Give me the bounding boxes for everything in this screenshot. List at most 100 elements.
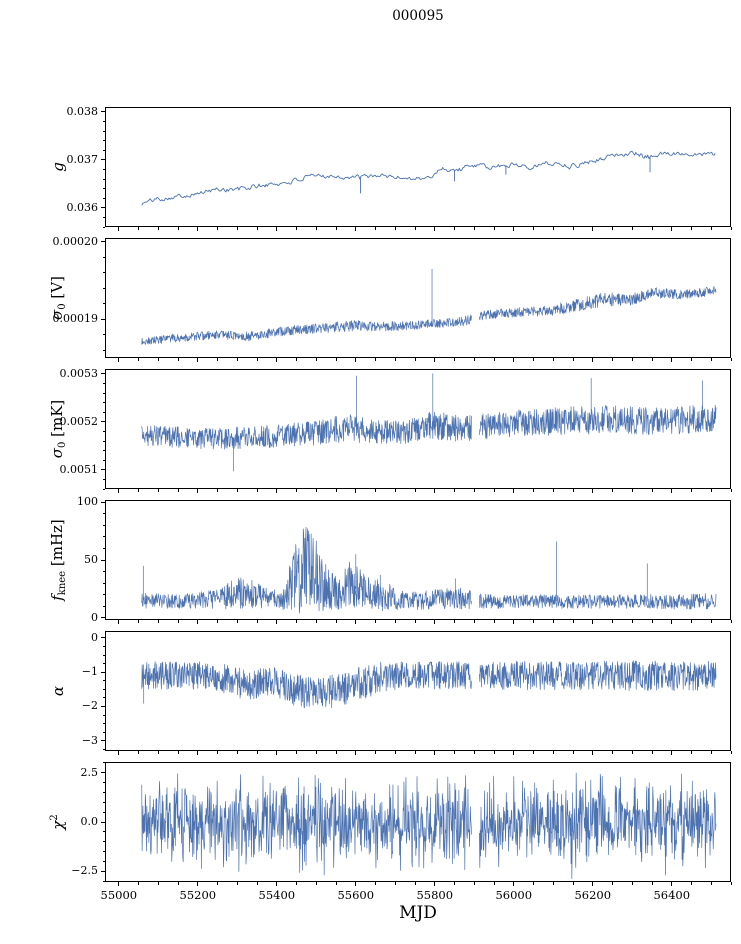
x-minor-tick-mark xyxy=(473,358,475,361)
x-minor-tick-mark xyxy=(473,620,475,623)
y-minor-tick-mark xyxy=(102,120,105,122)
x-minor-tick-mark xyxy=(335,227,337,230)
y-tick-mark xyxy=(101,241,105,243)
x-minor-tick-mark xyxy=(375,882,376,885)
x-minor-tick-mark xyxy=(493,882,495,885)
x-minor-tick-mark xyxy=(414,227,416,230)
y-axis-superscript: 2 xyxy=(49,814,60,821)
x-tick-mark xyxy=(118,620,120,624)
x-minor-tick-mark xyxy=(315,489,317,492)
x-minor-tick-mark xyxy=(552,489,554,492)
x-tick-mark xyxy=(355,358,357,362)
x-minor-tick-mark xyxy=(730,751,732,754)
x-minor-tick-mark xyxy=(375,751,376,754)
x-minor-tick-mark xyxy=(493,358,495,361)
x-tick-mark xyxy=(671,751,673,755)
x-minor-tick-mark xyxy=(394,620,396,623)
y-minor-tick-mark xyxy=(102,605,105,607)
subplot-g xyxy=(105,107,731,227)
y-axis-symbol: α xyxy=(49,685,67,697)
x-tick-mark xyxy=(592,882,594,886)
x-tick-mark xyxy=(197,882,199,886)
x-minor-tick-mark xyxy=(157,489,159,492)
y-minor-tick-mark xyxy=(102,680,105,682)
x-minor-tick-mark xyxy=(394,751,396,754)
x-tick-mark xyxy=(118,358,120,362)
x-minor-tick-mark xyxy=(256,489,258,492)
x-tick-mark xyxy=(671,489,673,493)
y-tick-label: 0.037 xyxy=(66,152,99,166)
x-tick-mark xyxy=(197,227,199,231)
x-minor-tick-mark xyxy=(473,227,475,230)
x-minor-tick-mark xyxy=(533,227,534,230)
x-minor-tick-mark xyxy=(296,620,297,623)
y-minor-tick-mark xyxy=(102,748,105,750)
x-minor-tick-mark xyxy=(138,751,139,754)
x-minor-tick-mark xyxy=(335,882,337,885)
subplot-chi2 xyxy=(105,762,731,882)
y-minor-tick-mark xyxy=(102,880,105,882)
subplot-sigma0-mK xyxy=(105,369,731,489)
x-minor-tick-mark xyxy=(296,882,297,885)
x-minor-tick-mark xyxy=(533,751,534,754)
y-minor-tick-mark xyxy=(102,402,105,404)
x-tick-mark xyxy=(276,751,278,755)
x-minor-tick-mark xyxy=(691,751,692,754)
y-minor-tick-mark xyxy=(102,513,105,515)
x-tick-mark xyxy=(355,227,357,231)
x-minor-tick-mark xyxy=(454,882,455,885)
x-minor-tick-mark xyxy=(552,751,554,754)
y-axis-symbol: σ xyxy=(48,448,66,459)
y-tick-mark xyxy=(101,111,105,113)
x-minor-tick-mark xyxy=(691,358,692,361)
subplot-alpha xyxy=(105,631,731,751)
x-minor-tick-mark xyxy=(710,489,712,492)
x-minor-tick-mark xyxy=(414,751,416,754)
x-minor-tick-mark xyxy=(691,489,692,492)
y-tick-label: −2 xyxy=(81,699,98,713)
x-minor-tick-mark xyxy=(651,620,653,623)
x-axis-label: MJD xyxy=(399,903,437,923)
x-minor-tick-mark xyxy=(335,620,337,623)
x-minor-tick-mark xyxy=(710,620,712,623)
x-minor-tick-mark xyxy=(730,882,732,885)
x-minor-tick-mark xyxy=(236,620,238,623)
y-minor-tick-mark xyxy=(102,645,105,647)
y-minor-tick-mark xyxy=(102,851,105,852)
x-minor-tick-mark xyxy=(296,751,297,754)
y-tick-label: 100 xyxy=(77,495,98,509)
y-minor-tick-mark xyxy=(102,478,105,480)
x-tick-mark xyxy=(592,751,594,755)
x-minor-tick-mark xyxy=(631,489,633,492)
x-minor-tick-mark xyxy=(572,620,574,623)
x-tick-mark xyxy=(197,751,199,755)
x-tick-label: 55800 xyxy=(416,888,454,902)
y-minor-tick-mark xyxy=(102,714,105,716)
x-minor-tick-mark xyxy=(454,620,455,623)
x-minor-tick-mark xyxy=(454,227,455,230)
x-minor-tick-mark xyxy=(612,489,613,492)
x-tick-mark xyxy=(276,489,278,493)
y-axis-unit: [V] xyxy=(48,276,66,304)
y-tick-label: 0 xyxy=(91,610,98,624)
y-minor-tick-mark xyxy=(102,130,105,132)
y-minor-tick-mark xyxy=(102,178,105,180)
x-minor-tick-mark xyxy=(533,620,534,623)
x-tick-mark xyxy=(118,227,120,231)
x-minor-tick-mark xyxy=(730,620,732,623)
x-minor-tick-mark xyxy=(315,882,317,885)
x-minor-tick-mark xyxy=(217,882,218,885)
y-tick-mark xyxy=(101,207,105,209)
x-minor-tick-mark xyxy=(414,620,416,623)
x-minor-tick-mark xyxy=(533,882,534,885)
y-minor-tick-mark xyxy=(102,334,105,336)
y-minor-tick-mark xyxy=(102,459,105,461)
x-tick-mark xyxy=(671,358,673,362)
x-tick-mark xyxy=(276,620,278,624)
x-minor-tick-mark xyxy=(612,358,613,361)
x-minor-tick-mark xyxy=(691,227,692,230)
x-minor-tick-mark xyxy=(375,227,376,230)
y-tick-label: 0.00020 xyxy=(52,234,99,248)
x-minor-tick-mark xyxy=(236,358,238,361)
x-tick-mark xyxy=(355,882,357,886)
